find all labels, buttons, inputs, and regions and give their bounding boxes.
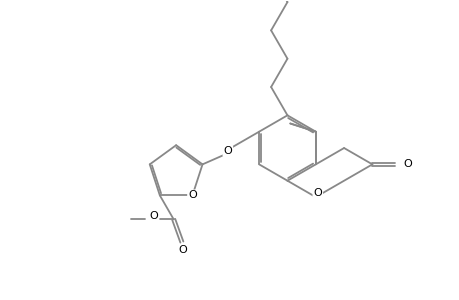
- Text: O: O: [223, 146, 232, 156]
- Text: O: O: [313, 188, 321, 198]
- Text: O: O: [403, 159, 412, 170]
- Text: O: O: [188, 190, 196, 200]
- Text: O: O: [178, 245, 187, 255]
- Text: O: O: [150, 212, 158, 221]
